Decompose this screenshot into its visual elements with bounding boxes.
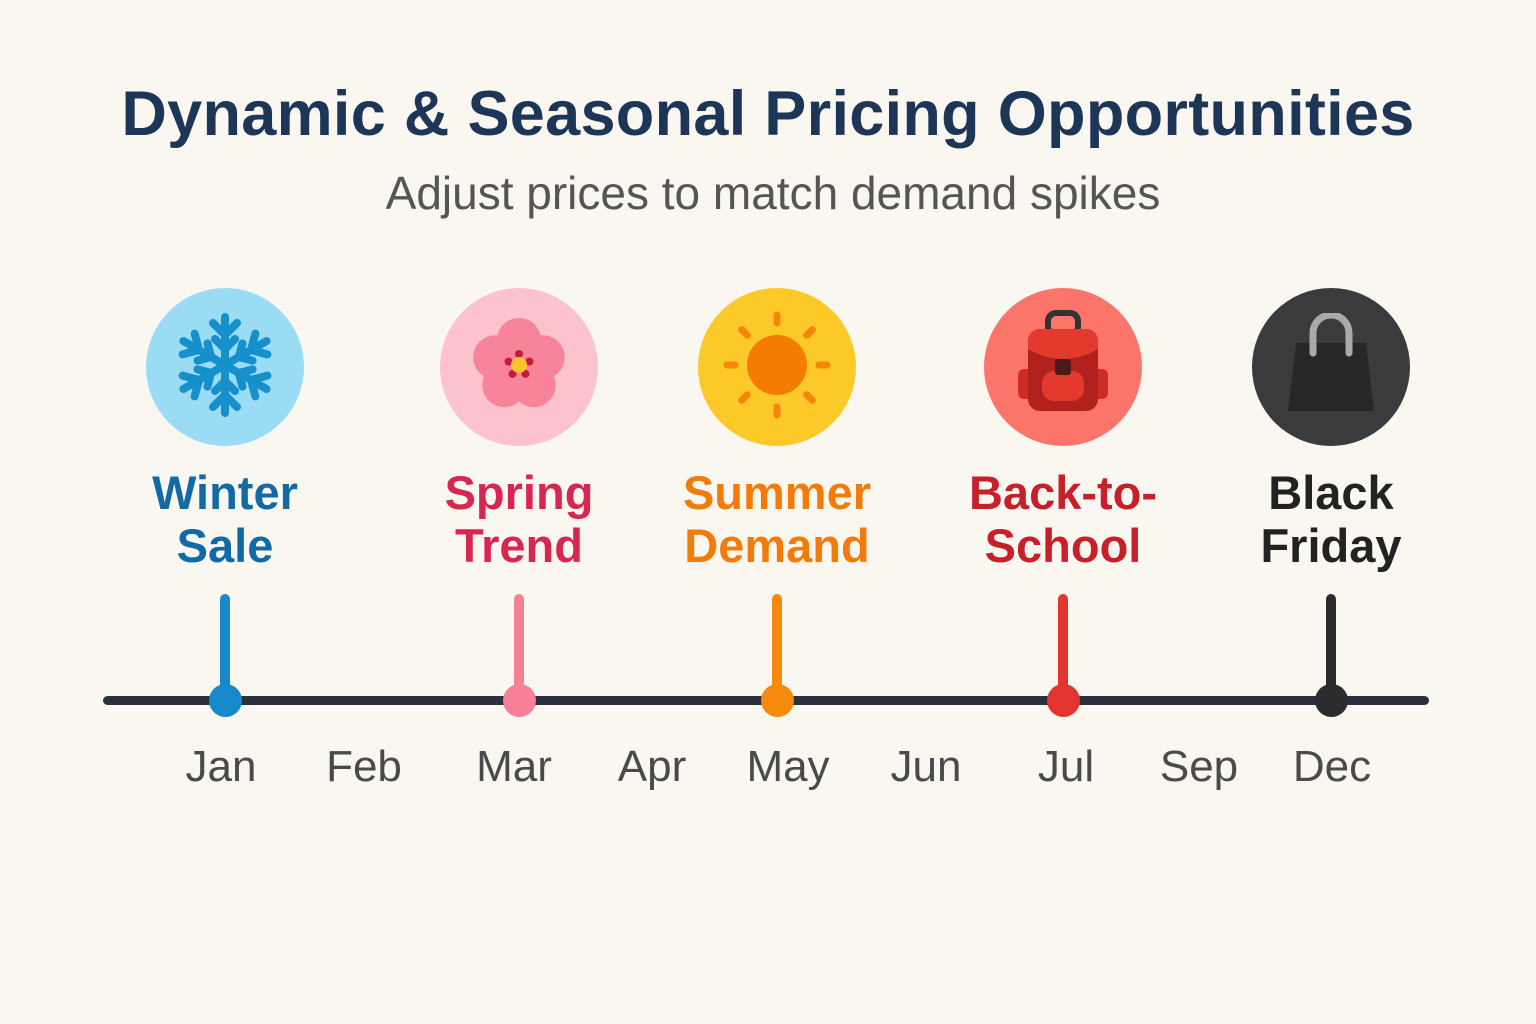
event-label-line: Demand bbox=[684, 519, 870, 572]
icon-badge bbox=[146, 288, 304, 446]
event-label: Winter Sale bbox=[75, 466, 375, 572]
month-label: Jan bbox=[185, 742, 257, 791]
event-jul: Back-to- School bbox=[913, 288, 1213, 572]
event-label-line: Winter bbox=[152, 466, 298, 519]
event-dec: Black Friday bbox=[1181, 288, 1481, 572]
month-label: Mar bbox=[476, 742, 552, 791]
month-label: Apr bbox=[617, 742, 687, 791]
event-stem bbox=[514, 594, 524, 700]
event-mar: Spring Trend bbox=[369, 288, 669, 572]
flower-icon bbox=[467, 313, 571, 422]
event-label-line: Trend bbox=[455, 519, 583, 572]
sun-icon bbox=[717, 305, 837, 430]
event-label: Spring Trend bbox=[369, 466, 669, 572]
event-stem bbox=[220, 594, 230, 700]
event-label-line: Back-to- bbox=[968, 466, 1158, 519]
icon-badge bbox=[1252, 288, 1410, 446]
month-label: Sep bbox=[1159, 742, 1239, 791]
event-may: Summer Demand bbox=[627, 288, 927, 572]
timeline-marker bbox=[208, 684, 242, 717]
month-label: Feb bbox=[326, 742, 402, 791]
icon-badge bbox=[698, 288, 856, 446]
timeline-marker bbox=[502, 684, 536, 717]
event-stem bbox=[1326, 594, 1336, 700]
icon-badge bbox=[440, 288, 598, 446]
timeline-marker bbox=[1046, 684, 1080, 717]
snowflake-icon bbox=[177, 312, 273, 423]
month-label: May bbox=[746, 742, 830, 791]
month-label: Jul bbox=[1037, 742, 1095, 791]
event-label-line: Spring bbox=[444, 466, 594, 519]
page-subtitle: Adjust prices to match demand spikes bbox=[385, 167, 1161, 219]
event-label-line: School bbox=[984, 519, 1142, 572]
icon-badge bbox=[984, 288, 1142, 446]
timeline-marker bbox=[760, 684, 794, 717]
event-label-line: Summer bbox=[682, 466, 872, 519]
event-jan: Winter Sale bbox=[75, 288, 375, 572]
event-stem bbox=[1058, 594, 1068, 700]
timeline-marker bbox=[1314, 684, 1348, 717]
event-stem bbox=[772, 594, 782, 700]
event-label-line: Sale bbox=[176, 519, 274, 572]
event-label-line: Friday bbox=[1260, 519, 1402, 572]
month-label: Dec bbox=[1292, 742, 1372, 791]
event-label: Back-to- School bbox=[913, 466, 1213, 572]
event-label: Black Friday bbox=[1181, 466, 1481, 572]
page-title: Dynamic & Seasonal Pricing Opportunities bbox=[121, 79, 1415, 149]
event-label: Summer Demand bbox=[627, 466, 927, 572]
month-label: Jun bbox=[890, 742, 962, 791]
event-label-line: Black bbox=[1268, 466, 1394, 519]
backpack-icon bbox=[1011, 309, 1115, 426]
shopping-bag-icon bbox=[1279, 311, 1383, 422]
